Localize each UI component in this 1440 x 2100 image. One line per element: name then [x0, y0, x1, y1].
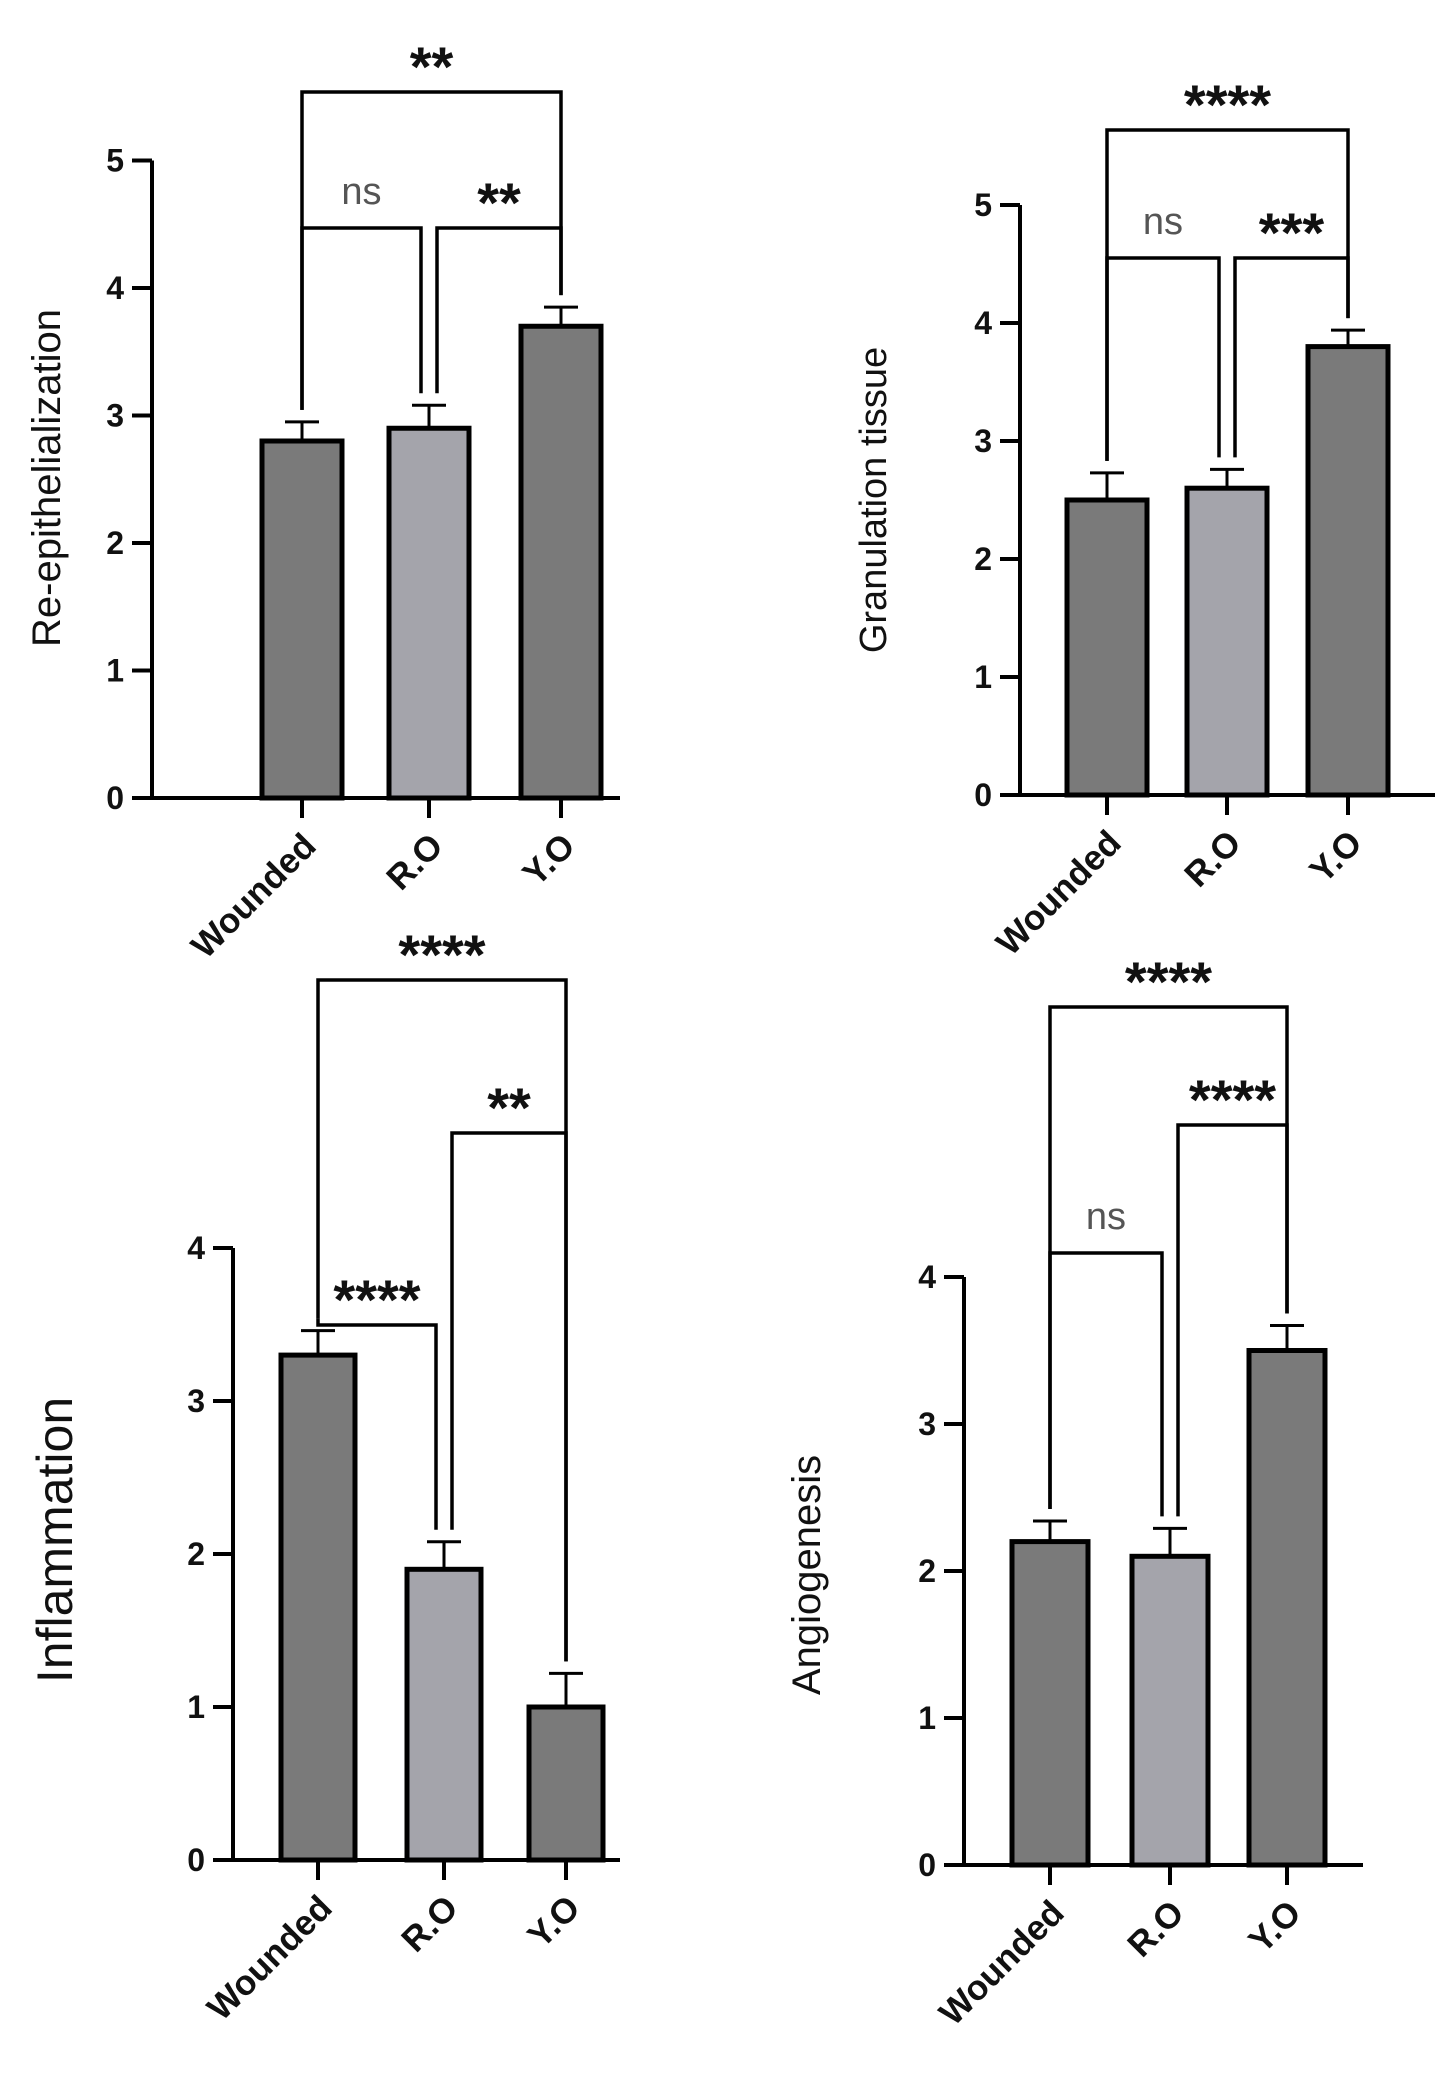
chart-panel-2: 0 1 2 3 4 5 Granulation tissue Wounded R.O Y.O ns *… — [853, 73, 1435, 963]
y-axis-label: Inflammation — [27, 1397, 83, 1683]
y-tick-label: 1 — [106, 653, 124, 689]
significance-label: ns — [1086, 1196, 1126, 1238]
significance-bracket — [1048, 1005, 1289, 1510]
y-axis-label: Granulation tissue — [853, 347, 895, 653]
category-label: Wounded — [200, 1888, 340, 2028]
y-axis-label: Re-epithelialization — [25, 309, 69, 647]
y-tick-label: 4 — [918, 1259, 936, 1295]
y-tick-label: 3 — [106, 398, 124, 434]
y-tick-label: 2 — [106, 525, 124, 561]
significance-label: **** — [1184, 73, 1271, 136]
significance-label: **** — [398, 923, 485, 986]
significance-bracket — [1105, 256, 1221, 461]
bar-yo — [526, 1704, 606, 1863]
category-label: R.O — [379, 826, 451, 898]
bar-yo — [1305, 344, 1391, 798]
significance-bracket — [1048, 1251, 1164, 1517]
y-tick-label: 3 — [918, 1406, 936, 1442]
bar-ro — [386, 425, 472, 801]
y-tick-label: 5 — [974, 187, 992, 223]
category-label: R.O — [394, 1888, 466, 1960]
category-label: Wounded — [989, 823, 1129, 963]
bar-ro — [1184, 485, 1270, 798]
y-tick-label: 1 — [187, 1689, 205, 1725]
y-tick-label: 5 — [106, 143, 124, 179]
y-tick-label: 0 — [187, 1842, 205, 1878]
significance-bracket — [316, 1318, 438, 1530]
bar-wounded — [1009, 1539, 1091, 1868]
category-label: Y.O — [515, 826, 582, 893]
y-tick-label: 4 — [974, 305, 992, 341]
significance-label: **** — [1125, 950, 1212, 1013]
significance-label: ** — [410, 35, 454, 98]
chart-panel-1: 0 1 2 3 4 5 Re-epithelialization Wounded R.O Y.O n… — [25, 35, 620, 966]
chart-panel-4: 0 1 2 3 4 Angiogenesis Wounded R.O Y.O ns **** **** — [785, 950, 1363, 2033]
y-tick-label: 0 — [918, 1847, 936, 1883]
significance-bracket — [300, 226, 423, 410]
y-tick-label: 3 — [187, 1383, 205, 1419]
y-tick-label: 2 — [918, 1553, 936, 1589]
significance-bracket — [300, 90, 563, 410]
category-label: Wounded — [184, 826, 324, 966]
category-label: R.O — [1177, 823, 1249, 895]
bar-ro — [404, 1566, 484, 1863]
category-label: Y.O — [520, 1888, 587, 1955]
bar-wounded — [278, 1352, 358, 1863]
category-label: Y.O — [1241, 1893, 1308, 1960]
significance-label: *** — [1259, 201, 1325, 264]
significance-label: ns — [341, 171, 381, 213]
significance-bracket — [1105, 128, 1350, 461]
significance-label: ** — [477, 171, 521, 234]
significance-label: ns — [1143, 201, 1183, 243]
significance-bracket — [316, 978, 568, 1662]
y-tick-label: 4 — [106, 270, 124, 306]
significance-label: **** — [333, 1268, 420, 1331]
bar-yo — [1246, 1348, 1328, 1868]
y-tick-label: 2 — [974, 541, 992, 577]
y-tick-label: 3 — [974, 423, 992, 459]
bar-yo — [518, 323, 604, 801]
y-tick-label: 0 — [106, 780, 124, 816]
category-label: R.O — [1120, 1893, 1192, 1965]
category-label: Y.O — [1302, 823, 1369, 890]
y-tick-label: 1 — [974, 659, 992, 695]
y-axis-label: Angiogenesis — [785, 1455, 829, 1695]
bar-ro — [1129, 1553, 1211, 1868]
significance-label: ** — [487, 1076, 531, 1139]
y-tick-label: 1 — [918, 1700, 936, 1736]
y-tick-label: 0 — [974, 777, 992, 813]
bar-wounded — [1064, 497, 1150, 798]
bar-wounded — [259, 438, 345, 801]
y-tick-label: 4 — [187, 1230, 205, 1266]
y-tick-label: 2 — [187, 1536, 205, 1572]
significance-label: **** — [1189, 1068, 1276, 1131]
category-label: Wounded — [932, 1893, 1072, 2033]
